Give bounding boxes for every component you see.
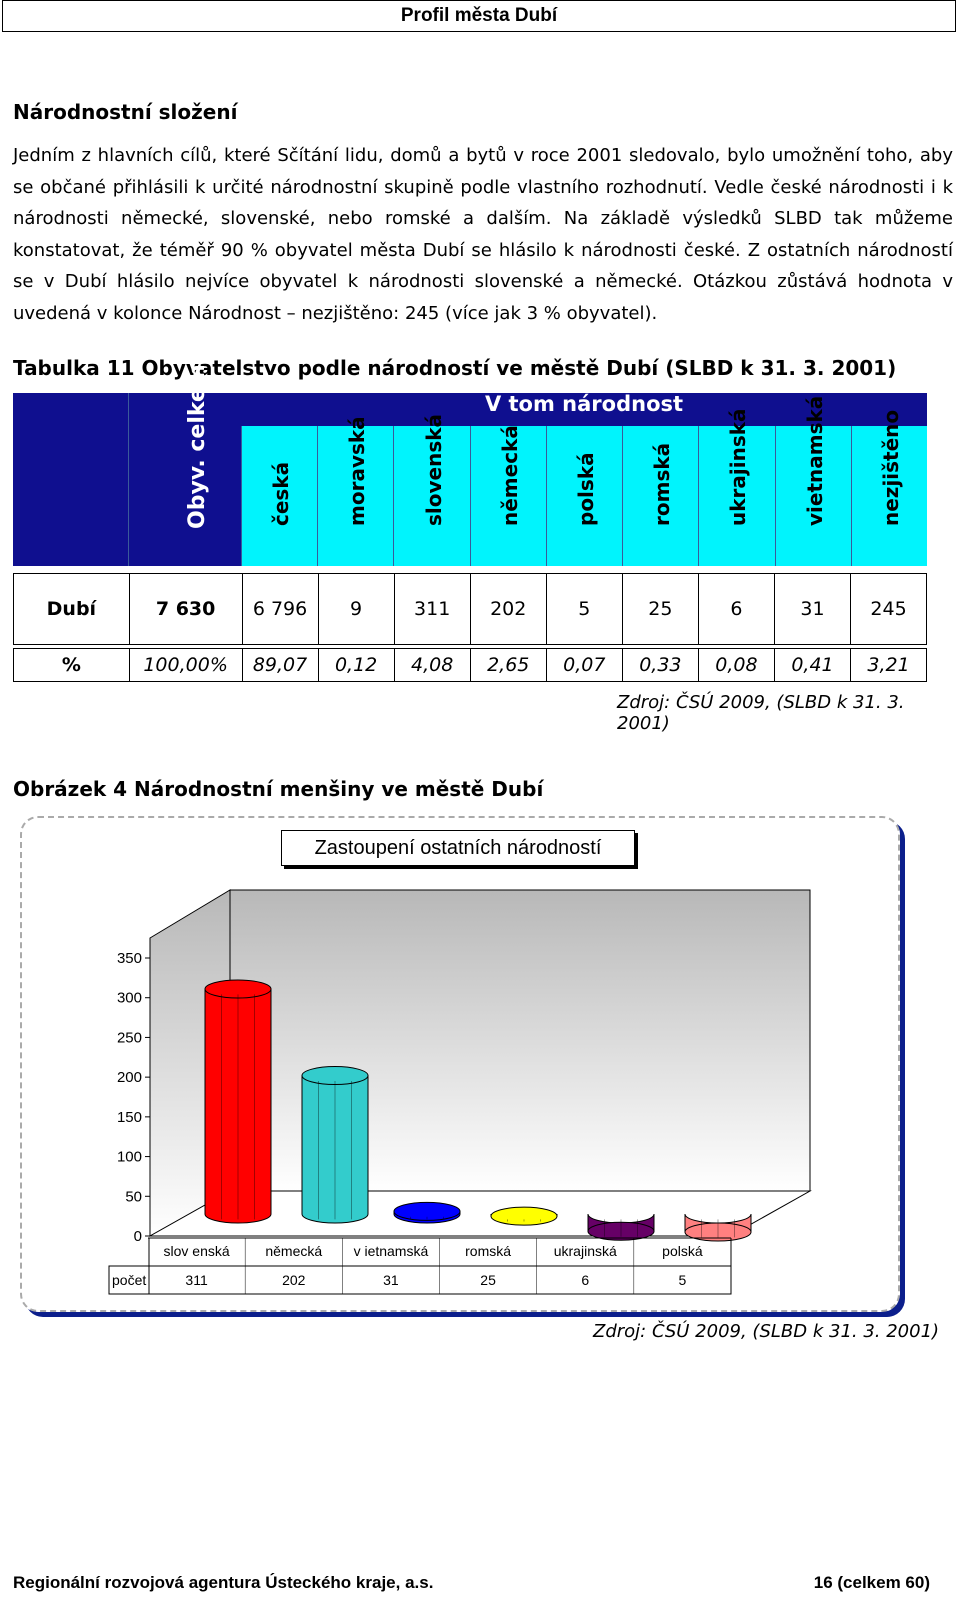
nationality-table-header: Obyv. celkem V tom národnost česká moravs…: [13, 364, 927, 580]
row-value-cell: 89,07: [241, 649, 318, 681]
table-source: Zdroj: ČSÚ 2009, (SLBD k 31. 3. 2001): [617, 692, 905, 734]
table-caption: Tabulka 11 Obyvatelstvo podle národností…: [13, 356, 897, 380]
table-corner-cell: [13, 393, 128, 566]
row-value-cell: 0,08: [697, 649, 774, 681]
row-value-cell: 202: [469, 574, 546, 644]
column-header-label: česká: [269, 461, 294, 526]
section-paragraph: Jedním z hlavních cílů, které Sčítání li…: [13, 145, 953, 324]
total-header-label: Obyv. celkem: [185, 364, 210, 529]
column-header-label: ukrajinská: [726, 408, 751, 526]
table-row: % 100,00% 89,07 0,12 4,08 2,65 0,07 0,33 0,08 0,4…: [13, 648, 927, 682]
column-header-label: romská: [650, 442, 675, 526]
row-total-cell: 7 630: [128, 574, 242, 644]
column-header-cell: romská: [622, 426, 699, 566]
row-value-cell: 9: [317, 574, 394, 644]
footer-page-number: 16 (celkem 60): [813, 1573, 930, 1592]
column-header-label: německá: [497, 425, 522, 526]
row-label-cell: %: [61, 654, 81, 676]
column-header-cell: moravská: [317, 416, 394, 566]
row-value-cell: 3,21: [850, 649, 926, 681]
row-value-cell: 0,12: [317, 649, 394, 681]
column-header-label: slovenská: [421, 413, 446, 526]
row-value-cell: 31: [773, 574, 850, 644]
row-total-cell: 100,00%: [128, 649, 242, 681]
row-value-cell: 0,41: [773, 649, 850, 681]
row-value-cell: 6 796: [241, 574, 318, 644]
column-header-label: nezjištěno: [878, 409, 903, 526]
row-value-cell: 4,08: [393, 649, 470, 681]
column-header-label: vietnamská: [802, 395, 827, 526]
chart-frame: [20, 816, 900, 1312]
column-header-cell: vietnamská: [774, 396, 851, 566]
table-row: Dubí 7 630 6 796 9 311 202 5 25 6 31 245: [13, 573, 927, 645]
column-header-cell: polská: [545, 426, 623, 566]
group-header-label: V tom národnost: [484, 392, 684, 416]
figure-source: Zdroj: ČSÚ 2009, (SLBD k 31. 3. 2001): [593, 1321, 940, 1342]
row-value-cell: 2,65: [469, 649, 546, 681]
chart-title: Zastoupení ostatních národností: [281, 830, 635, 866]
footer-organization: Regionální rozvojová agentura Ústeckého …: [13, 1573, 434, 1592]
column-header-cell: ukrajinská: [698, 408, 775, 566]
figure-caption: Obrázek 4 Národnostní menšiny ve městě D…: [13, 777, 544, 801]
total-header-cell: Obyv. celkem: [128, 364, 241, 566]
section-heading: Národnostní složení: [13, 100, 238, 124]
page-header-title: Profil města Dubí: [400, 5, 558, 26]
column-header-cell: nezjištěno: [850, 410, 927, 566]
row-value-cell: 0,07: [545, 649, 622, 681]
column-header-cell: slovenská: [393, 414, 470, 566]
row-value-cell: 0,33: [621, 649, 698, 681]
column-header-cell: německá: [469, 425, 546, 566]
group-header-cell: V tom národnost: [241, 393, 927, 426]
row-value-cell: 311: [393, 574, 470, 644]
row-value-cell: 245: [850, 574, 926, 644]
column-header-cell: česká: [241, 426, 318, 566]
row-value-cell: 6: [697, 574, 774, 644]
row-value-cell: 25: [621, 574, 698, 644]
row-label-cell: Dubí: [46, 598, 97, 620]
row-value-cell: 5: [545, 574, 622, 644]
column-header-label: polská: [573, 452, 598, 526]
column-header-label: moravská: [345, 416, 370, 526]
page-header: Profil města Dubí: [2, 0, 956, 32]
